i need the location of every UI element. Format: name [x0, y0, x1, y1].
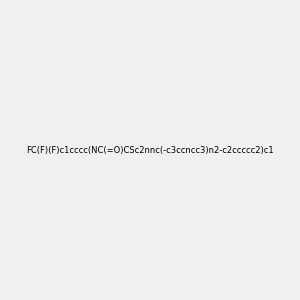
Text: FC(F)(F)c1cccc(NC(=O)CSc2nnc(-c3ccncc3)n2-c2ccccc2)c1: FC(F)(F)c1cccc(NC(=O)CSc2nnc(-c3ccncc3)n… — [26, 146, 274, 154]
